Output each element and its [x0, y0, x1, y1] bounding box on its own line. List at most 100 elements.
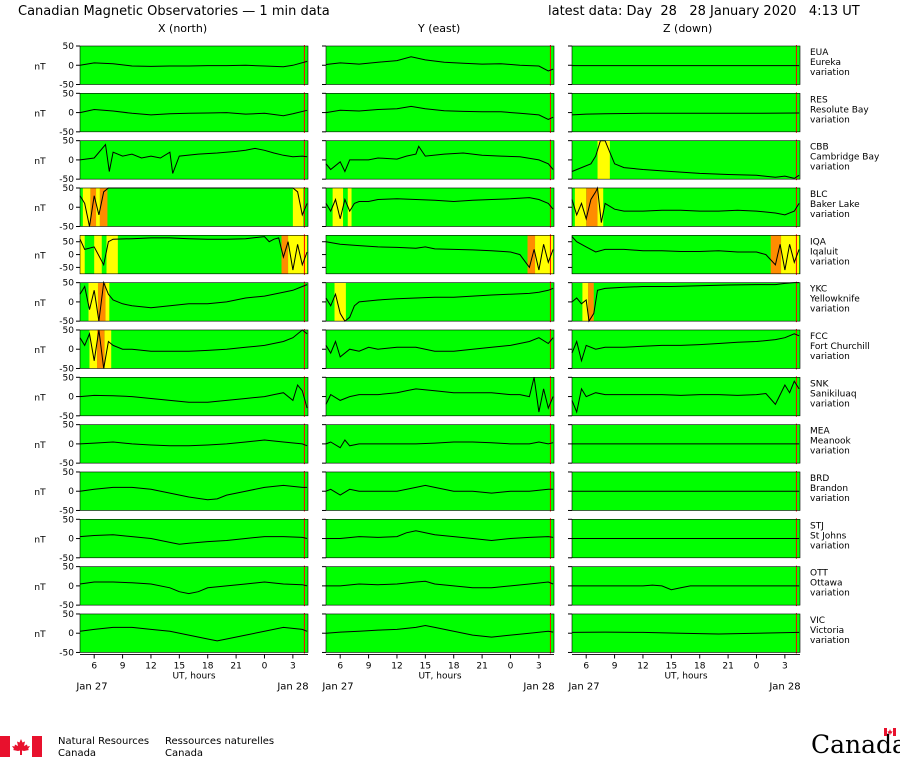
activity-background: [572, 282, 800, 322]
activity-background: [80, 471, 308, 511]
activity-band-unsettled: [80, 235, 85, 274]
x-tick-label: 12: [391, 661, 402, 671]
y-tick-label: 50: [63, 137, 75, 147]
y-tick-label: 50: [63, 563, 75, 573]
y-tick-label: 0: [68, 251, 74, 261]
trace-ott-z: [572, 584, 800, 591]
station-variation-label: variation: [810, 636, 850, 646]
y-axis-label: nT: [34, 252, 46, 262]
activity-band-unsettled: [597, 187, 604, 227]
station-variation-label: variation: [810, 210, 850, 220]
trace-iqa-x: [79, 236, 308, 271]
activity-background: [80, 46, 308, 85]
activity-background: [326, 519, 554, 558]
y-axis-label: nT: [34, 346, 46, 356]
activity-band-unsettled: [89, 329, 98, 369]
activity-background: [326, 93, 554, 132]
plot-frame: [79, 377, 309, 417]
trace-snk-y: [325, 377, 554, 413]
activity-band-unsettled: [292, 187, 304, 227]
plot-frame: [571, 45, 801, 85]
trace-cbb-y: [325, 145, 554, 173]
station-variation-label: variation: [810, 541, 850, 551]
footer: Natural Resources Canada Ressources natu…: [0, 722, 900, 770]
plot-frame: [571, 329, 801, 369]
station-name: Baker Lake: [810, 200, 860, 210]
trace-mea-y: [325, 439, 554, 449]
nrcan-english: Natural Resources Canada: [58, 736, 150, 759]
y-tick-label: 50: [63, 279, 75, 289]
plot-frame: [325, 282, 555, 322]
x-tick-label: 21: [230, 661, 241, 671]
x-tick-label: 12: [637, 661, 648, 671]
activity-background: [572, 93, 800, 132]
activity-band-unsettled: [574, 187, 587, 227]
trace-brd-y: [325, 484, 554, 496]
y-tick-label: 0: [68, 298, 74, 308]
station-code: EUA: [810, 48, 829, 58]
activity-band-active: [527, 235, 536, 274]
trace-fcc-z: [571, 333, 800, 363]
plot-frame: [325, 45, 555, 85]
plot-frame: [325, 518, 555, 559]
station-name: Sanikiluaq: [810, 389, 857, 399]
x-tick-label: 6: [337, 661, 343, 671]
plot-frame: [325, 187, 555, 227]
plot-frame: [79, 471, 309, 511]
plot-frame: [79, 235, 309, 275]
trace-blc-y: [325, 197, 554, 219]
activity-band-active: [90, 187, 97, 227]
station-name: Cambridge Bay: [810, 153, 880, 163]
activity-band-active: [281, 235, 289, 274]
trace-stj-y: [326, 530, 554, 542]
x-tick-label: 21: [722, 661, 733, 671]
activity-background: [326, 377, 554, 416]
activity-background: [80, 282, 308, 322]
station-variation-label: variation: [810, 305, 850, 315]
activity-band-active: [588, 282, 594, 322]
station-variation-label: variation: [810, 494, 850, 504]
trace-cbb-x: [79, 143, 308, 174]
canada-flag-icon: [0, 736, 42, 757]
activity-band-unsettled: [347, 187, 352, 227]
y-tick-label: 50: [63, 468, 75, 478]
station-variation-label: variation: [810, 352, 850, 362]
date-label-end: Jan 28: [522, 681, 554, 692]
station-name: Victoria: [810, 626, 844, 636]
y-tick-label: 0: [68, 61, 74, 71]
trace-res-x: [79, 108, 308, 117]
plot-frame: [79, 424, 309, 464]
plot-frame: [325, 329, 555, 369]
y-tick-label: 0: [68, 109, 74, 119]
activity-background: [326, 235, 554, 274]
activity-background: [80, 377, 308, 416]
x-tick-label: 3: [536, 661, 542, 671]
station-code: VIC: [810, 616, 825, 626]
x-tick-label: 9: [120, 661, 126, 671]
title-bar: Canadian Magnetic Observatories — 1 min …: [0, 0, 900, 40]
y-tick-label: 0: [68, 156, 74, 166]
y-tick-label: -50: [59, 128, 74, 138]
trace-snk-x: [79, 383, 308, 409]
plot-frame: [571, 377, 801, 417]
x-axis-label: UT, hours: [418, 671, 461, 681]
y-tick-label: -50: [59, 81, 74, 91]
station-code: BLC: [810, 190, 827, 200]
y-tick-label: 0: [68, 582, 74, 592]
activity-background: [572, 235, 800, 274]
activity-band-active: [586, 187, 598, 227]
y-axis-label: nT: [34, 536, 46, 546]
y-tick-label: 0: [68, 393, 74, 403]
plot-frame: [325, 140, 555, 180]
activity-background: [80, 566, 308, 606]
plot-frame: [571, 518, 801, 559]
station-code: RES: [810, 95, 828, 105]
y-tick-label: -50: [59, 554, 74, 564]
plot-frame: [571, 282, 801, 322]
trace-ykc-z: [571, 282, 800, 323]
x-axis-label: UT, hours: [172, 671, 215, 681]
station-code: MEA: [810, 427, 830, 437]
plot-frame: [571, 93, 801, 133]
trace-vic-x: [79, 626, 308, 642]
y-tick-label: 0: [68, 203, 74, 213]
